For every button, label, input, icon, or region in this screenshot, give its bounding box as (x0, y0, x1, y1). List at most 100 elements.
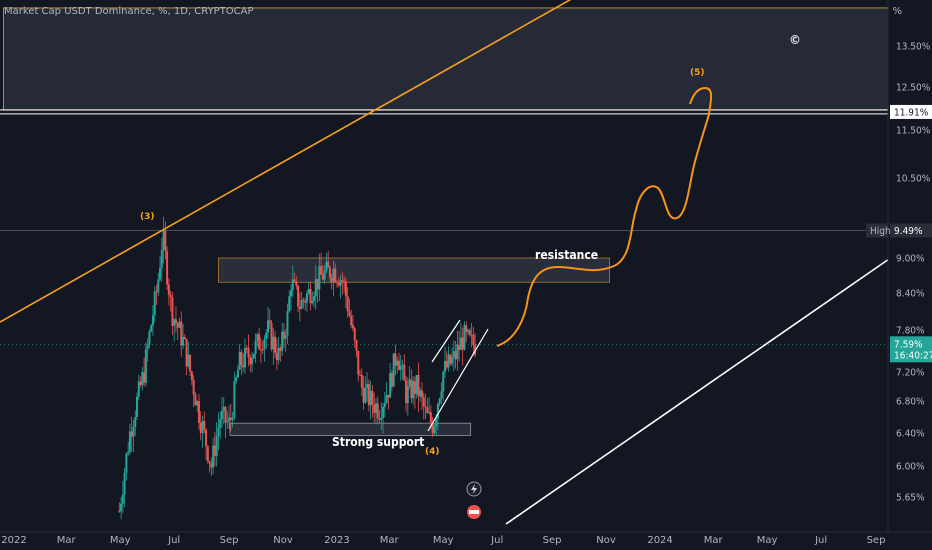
candle-body (406, 385, 409, 404)
candle-body (436, 403, 439, 419)
time-tick-label: Jul (490, 535, 503, 546)
time-tick-label: Sep (220, 535, 239, 546)
candle-body (160, 249, 163, 268)
candle-body (159, 267, 162, 280)
candle-body (226, 421, 229, 423)
price-tick-label: 10.50% (896, 174, 931, 185)
candle-body (153, 291, 156, 316)
support-label: Strong support (332, 435, 424, 449)
price-tick-label: 8.40% (896, 289, 925, 300)
candle-body (139, 381, 142, 386)
candle-body (194, 394, 197, 406)
candle-body (385, 394, 388, 403)
time-axis[interactable]: 2022 Mar May Jul Sep Nov 2023 Mar May Jul Sep Nov 20… (0, 531, 932, 550)
candle-body (189, 354, 192, 372)
long-term-trendline[interactable] (0, 0, 575, 323)
price-tick-label: 7.20% (896, 368, 925, 379)
price-tick-label: 6.80% (896, 397, 925, 408)
candle-body (286, 311, 289, 336)
channel-upper-line[interactable] (431, 319, 461, 363)
candle-body (196, 401, 199, 406)
price-tick-label: 12.50% (896, 83, 931, 94)
candle-body (245, 347, 248, 349)
candle-body (364, 387, 367, 403)
time-tick-label: May (110, 535, 131, 546)
time-tick-label: Nov (596, 535, 616, 546)
candle-body (236, 369, 239, 378)
candle-body (258, 334, 261, 350)
candle-body (256, 334, 259, 341)
candle-body (134, 417, 137, 427)
candle-body (279, 347, 282, 351)
candle-body (373, 404, 376, 413)
candle-body (182, 336, 185, 346)
wave-4-label: (4) (425, 447, 440, 457)
level-tag-label: 11.91% (894, 107, 929, 118)
wave-3-label: (3) (140, 212, 155, 222)
candle-body (157, 279, 160, 293)
candle-body (360, 374, 363, 388)
time-tick-label: Sep (543, 535, 562, 546)
candle-body (240, 351, 243, 365)
time-tick-label: Jul (814, 535, 827, 546)
candle-body (369, 390, 372, 406)
candle-body (229, 417, 232, 420)
candle-body (268, 320, 271, 323)
candle-body (304, 301, 307, 303)
flag-glyph-icon (469, 510, 479, 514)
candle-body (288, 296, 291, 312)
candle-body (178, 321, 181, 328)
candle-body (433, 426, 436, 434)
price-tick-label: 13.50% (896, 42, 931, 53)
projection-path[interactable] (496, 86, 713, 347)
time-tick-label: Mar (704, 535, 724, 546)
time-tick-label: 2022 (1, 535, 26, 546)
candle-body (438, 398, 441, 404)
candle-body (127, 451, 130, 454)
candle-body (213, 445, 216, 456)
candle-body (426, 407, 429, 413)
candle-body (164, 230, 167, 252)
last-price-tag (890, 336, 932, 363)
price-axis[interactable]: 13.50% 12.50% 11.50% 10.50% 9.00% 8.40% 7.80% 7… (866, 0, 932, 550)
candle-body (307, 288, 310, 294)
candle-body (266, 320, 269, 333)
price-tick-label: 9.00% (896, 254, 925, 265)
candle-body (341, 280, 344, 282)
candle-body (435, 418, 438, 427)
candle-body (121, 494, 124, 504)
time-tick-label: Mar (57, 535, 77, 546)
candle-body (155, 291, 158, 293)
candle-body (162, 230, 165, 250)
candle-body (387, 394, 390, 398)
candle-body (330, 277, 333, 282)
time-tick-label: 2023 (324, 535, 349, 546)
candle-body (263, 338, 266, 350)
candle-body (314, 279, 317, 297)
candle-body (415, 375, 418, 394)
time-tick-label: 2024 (647, 535, 672, 546)
candle-body (403, 364, 406, 381)
channel-lower-line[interactable] (427, 328, 489, 432)
candle-body (205, 429, 208, 447)
candle-body (394, 353, 397, 366)
candle-body (376, 403, 379, 419)
candle-body (128, 431, 131, 452)
candle-body (297, 285, 300, 307)
candle-body (396, 360, 399, 366)
candle-body (208, 461, 211, 464)
candle-body (151, 315, 154, 326)
candle-body (242, 364, 245, 368)
candle-body (167, 284, 170, 295)
candle-body (215, 436, 218, 456)
lower-trendline[interactable] (505, 258, 890, 525)
candle-body (295, 281, 298, 286)
candle-body (383, 402, 386, 407)
price-tick-label: 6.00% (896, 462, 925, 473)
candle-body (233, 381, 236, 418)
candle-body (231, 417, 234, 420)
candle-body (144, 349, 147, 383)
chart-title: Market Cap USDT Dominance, %, 1D, CRYPTO… (4, 6, 254, 17)
drawings-layer: resistance Strong support (3) (4) (5) © (0, 0, 890, 525)
